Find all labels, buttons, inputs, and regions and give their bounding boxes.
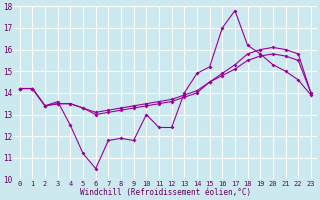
X-axis label: Windchill (Refroidissement éolien,°C): Windchill (Refroidissement éolien,°C) [80,188,251,197]
